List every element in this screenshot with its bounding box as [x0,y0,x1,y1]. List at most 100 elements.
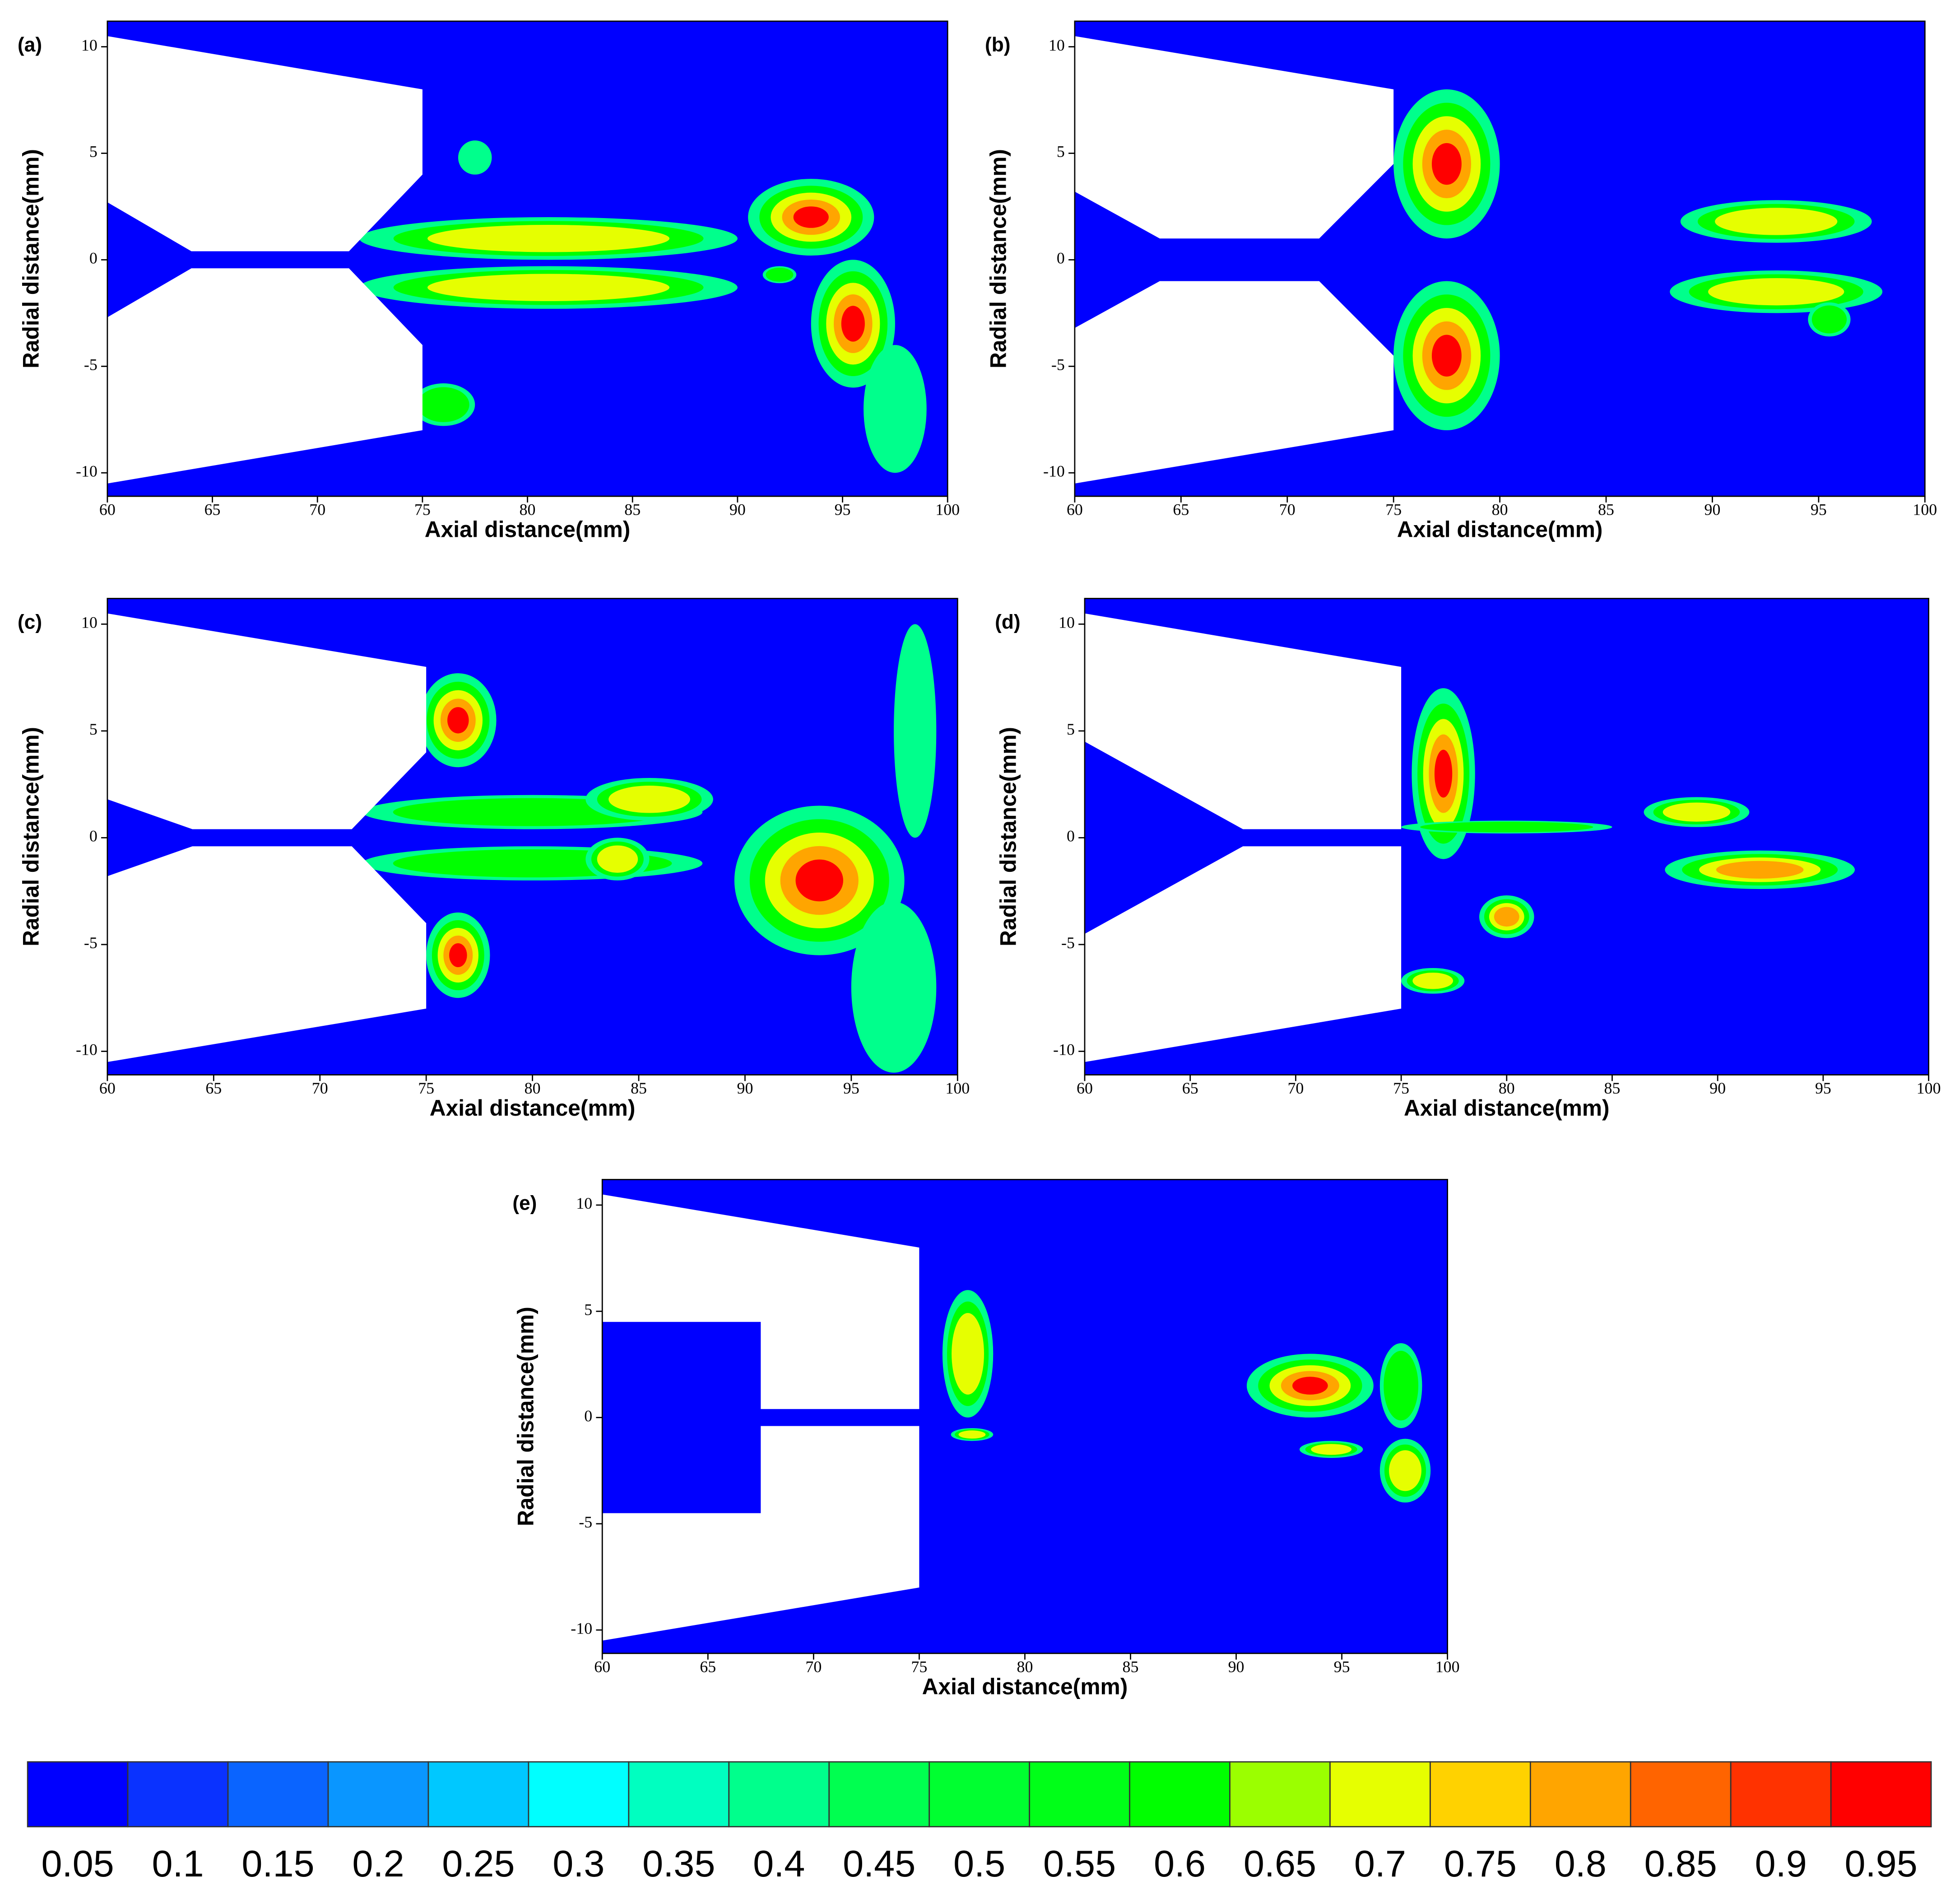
x-tick-label: 75 [911,1657,927,1676]
panel-label: (b) [985,34,1010,56]
x-tick-label: 95 [1334,1657,1350,1676]
colorbar-label: 0.2 [352,1843,404,1885]
x-tick-label: 60 [99,1079,116,1097]
x-tick-label: 95 [835,501,851,519]
y-axis-title: Radial distance(mm) [995,727,1021,946]
x-tick-label: 70 [312,1079,328,1097]
colorbar-swatch [327,1761,429,1828]
nozzle-wall [107,613,427,829]
contour-region [793,206,829,228]
colorbar-swatch [1329,1761,1431,1828]
x-tick-label: 95 [1811,501,1827,519]
x-tick-label: 80 [520,501,536,519]
colorbar-label: 0.95 [1845,1843,1918,1885]
colorbar-label: 0.4 [753,1843,805,1885]
contour-field [602,1179,1448,1653]
x-tick-label: 100 [1913,501,1937,519]
contour-region [952,1313,984,1395]
nozzle-wall [602,1194,919,1409]
x-tick-label: 60 [1077,1079,1093,1097]
colorbar-label: 0.05 [42,1843,114,1885]
contour-region [608,785,690,813]
contour-region [1431,143,1462,185]
x-tick-label: 75 [414,501,431,519]
contour-field [1074,21,1925,497]
y-axis-title: Radial distance(mm) [513,1307,539,1526]
contour-region [1431,335,1462,377]
contour-region [795,859,843,902]
colorbar-label: 0.1 [152,1843,204,1885]
x-tick-label: 70 [1279,501,1296,519]
x-tick-label: 65 [1173,501,1189,519]
y-tick-label: 0 [89,827,98,845]
x-axis-title: Axial distance(mm) [1404,1095,1610,1121]
x-tick-label: 80 [1017,1657,1033,1676]
contour-region [1311,1444,1352,1455]
x-tick-label: 100 [945,1079,970,1097]
colorbar-label: 0.8 [1555,1843,1607,1885]
y-tick-label: -5 [1051,356,1065,374]
x-tick-label: 85 [1604,1079,1621,1097]
x-tick-label: 90 [729,501,746,519]
y-tick-label: -10 [1043,462,1065,480]
y-tick-label: 0 [1057,249,1065,267]
x-tick-label: 70 [1287,1079,1304,1097]
x-tick-label: 90 [1704,501,1721,519]
contour-region [894,624,937,838]
y-tick-label: 0 [89,249,98,267]
x-tick-label: 95 [1815,1079,1831,1097]
nozzle-wall [1084,613,1402,829]
plot-frame [1074,20,1926,497]
colorbar-swatch [427,1761,529,1828]
x-tick-label: 100 [1435,1657,1460,1676]
contour-region [1434,749,1453,798]
contour-region [766,267,794,282]
x-tick-label: 85 [631,1079,647,1097]
x-tick-label: 70 [309,501,325,519]
y-tick-label: -10 [1053,1041,1075,1059]
x-tick-label: 85 [1123,1657,1139,1676]
x-tick-label: 100 [935,501,960,519]
colorbar-label: 0.55 [1043,1843,1116,1885]
x-tick-label: 85 [624,501,641,519]
x-tick-label: 90 [1709,1079,1726,1097]
y-tick-label: -5 [579,1513,592,1531]
nozzle-wall [1074,36,1394,239]
contour-field [107,598,958,1075]
y-tick-label: 0 [584,1407,592,1425]
colorbar-swatch [828,1761,930,1828]
colorbar-swatch [1029,1761,1130,1828]
colorbar-swatch [27,1761,129,1828]
y-tick-label: 10 [576,1194,592,1212]
contour-region [1715,208,1838,235]
colorbar-swatch [127,1761,229,1828]
colorbar-label: 0.3 [553,1843,604,1885]
contour-region [1420,822,1593,833]
colorbar-swatch [1529,1761,1631,1828]
colorbar-swatch [728,1761,830,1828]
y-tick-label: 0 [1067,827,1075,845]
y-tick-label: -10 [571,1619,592,1637]
contour-region [1412,973,1453,989]
contour-region [447,707,469,734]
contour-region [449,943,467,968]
colorbar-swatch [1630,1761,1732,1828]
y-tick-label: -10 [76,462,98,480]
x-tick-label: 75 [1393,1079,1409,1097]
panel-label: (d) [995,611,1020,633]
y-tick-label: 10 [81,36,98,54]
x-tick-label: 65 [204,501,221,519]
x-tick-label: 65 [1182,1079,1198,1097]
panel-label: (c) [18,611,42,633]
nozzle-wall [1074,281,1394,484]
y-axis-title: Radial distance(mm) [18,149,43,368]
y-tick-label: -5 [84,934,98,952]
x-tick-label: 60 [594,1657,610,1676]
colorbar-swatch [528,1761,630,1828]
nozzle-wall [107,846,427,1062]
contour-region [427,225,670,252]
contour-region [1716,861,1804,879]
nozzle-wall [602,1426,919,1641]
